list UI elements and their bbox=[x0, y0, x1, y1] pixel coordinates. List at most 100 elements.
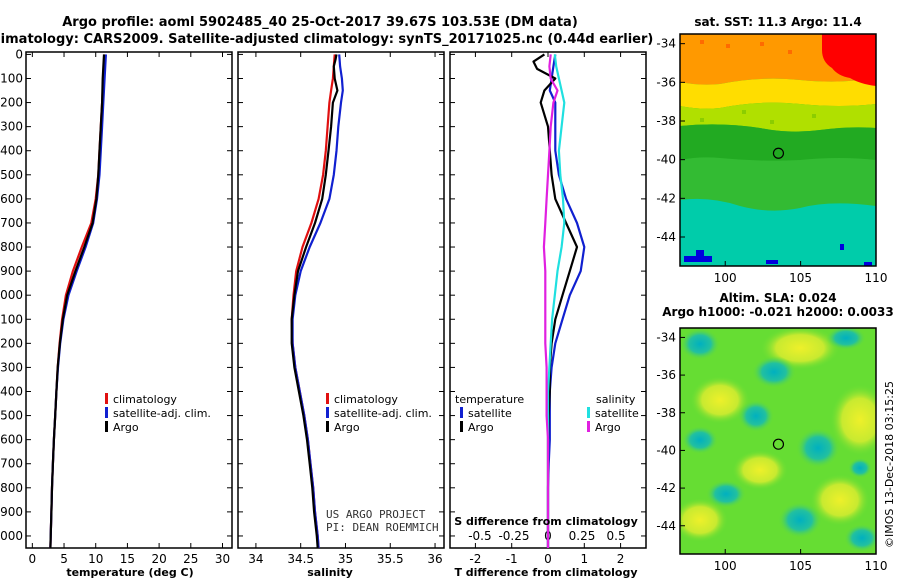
depth-tick-label: 0 bbox=[15, 47, 23, 61]
salinity-xlabel: salinity bbox=[307, 566, 353, 579]
legend-label-satellite: satellite-adj. clim. bbox=[113, 407, 211, 420]
legend-swatch-t-argo bbox=[460, 421, 463, 432]
depth-tick-label: 400 bbox=[0, 144, 23, 158]
sla-map-subtitle: Argo h1000: -0.021 h2000: 0.0033 bbox=[662, 305, 893, 319]
lon-tick-label: 105 bbox=[789, 559, 812, 573]
difference-depth-ticks bbox=[450, 53, 646, 537]
credit-pi: PI: DEAN ROEMMICH bbox=[326, 521, 439, 534]
legend-swatch-climatology bbox=[326, 393, 329, 404]
sst-map-frame bbox=[679, 33, 877, 267]
depth-tick-label: 1700 bbox=[0, 457, 23, 471]
x-tick-label: -1 bbox=[506, 552, 518, 566]
salinity-series bbox=[290, 54, 344, 548]
salinity-panel: 34 34.5 35 35.5 36 salinity climatology sate… bbox=[237, 51, 445, 579]
sla-yellow-highs bbox=[680, 328, 876, 542]
depth-tick-label: 100 bbox=[0, 71, 23, 85]
depth-tick-label: 1000 bbox=[0, 288, 23, 302]
lat-tick-label: -40 bbox=[656, 153, 676, 167]
legend-swatch-s-argo bbox=[587, 421, 590, 432]
x-tick-label: 1 bbox=[580, 552, 588, 566]
salinity-depth-ticks bbox=[238, 53, 444, 537]
lat-tick-label: -38 bbox=[656, 406, 676, 420]
sst-red-patch bbox=[822, 34, 876, 86]
depth-tick-label: 1100 bbox=[0, 312, 23, 326]
legend-label-s-argo: Argo bbox=[595, 421, 621, 434]
temperature-series bbox=[49, 54, 107, 548]
salinity-difference-ticks: -0.5 -0.25 0 0.25 0.5 bbox=[468, 529, 625, 543]
sla-map-frame bbox=[679, 327, 877, 555]
depth-tick-label: 300 bbox=[0, 120, 23, 134]
x-tick-label: -2 bbox=[469, 552, 481, 566]
lat-tick-label: -34 bbox=[656, 330, 676, 344]
sst-lon-ticks: 100 105 110 bbox=[714, 261, 888, 285]
difference-panel: -2 -1 0 1 2 -0.5 -0.25 0 0.25 0.5 T difference f… bbox=[449, 51, 647, 579]
x-tick-label: 30 bbox=[215, 552, 230, 566]
lon-tick-label: 110 bbox=[865, 559, 888, 573]
salinity-legend: climatology satellite-adj. clim. Argo bbox=[326, 393, 432, 434]
sla-map-panel: Altim. SLA: 0.024 Argo h1000: -0.021 h20… bbox=[656, 291, 893, 573]
x-tick-label: 36 bbox=[427, 552, 442, 566]
legend-label-t-satellite: satellite bbox=[468, 407, 512, 420]
temperature-panel: 0100200300400500600700800900100011001200… bbox=[0, 47, 233, 579]
temperature-legend: climatology satellite-adj. clim. Argo bbox=[105, 393, 211, 434]
sla-lon-ticks: 100 105 110 bbox=[714, 549, 888, 573]
sst-green-band bbox=[680, 124, 876, 161]
lat-tick-label: -42 bbox=[656, 191, 676, 205]
depth-tick-label: 700 bbox=[0, 216, 23, 230]
lat-tick-label: -44 bbox=[656, 519, 676, 533]
depth-tick-label: 1500 bbox=[0, 409, 23, 423]
lon-tick-label: 110 bbox=[865, 271, 888, 285]
difference-xlabel-top: S difference from climatology bbox=[454, 515, 638, 528]
x-tick-label: 0 bbox=[544, 552, 552, 566]
difference-legend: temperature satellite Argo salinity sate… bbox=[455, 393, 639, 434]
figure-title-line1: Argo profile: aoml 5902485_40 25-Oct-201… bbox=[62, 15, 578, 30]
sla-profile-marker bbox=[772, 438, 785, 450]
legend-swatch-t-satellite bbox=[460, 407, 463, 418]
difference-xlabel: T difference from climatology bbox=[454, 566, 637, 579]
temperature-depth-ticks: 0 100 200 300 400 500 600 700 800 900 1000 1100 1200… bbox=[0, 47, 232, 543]
salinity-axes-frame bbox=[237, 51, 445, 549]
lat-tick-label: -44 bbox=[656, 230, 676, 244]
legend-label-satellite: satellite-adj. clim. bbox=[334, 407, 432, 420]
sla-map-title: Altim. SLA: 0.024 bbox=[719, 291, 836, 305]
legend-label-t-argo: Argo bbox=[468, 421, 494, 434]
x-tick-label: 25 bbox=[183, 552, 198, 566]
x-tick-label: 35 bbox=[338, 552, 353, 566]
legend-label-climatology: climatology bbox=[113, 393, 177, 406]
x-tick-label: 20 bbox=[151, 552, 166, 566]
sla-lat-ticks: -34 -36 -38 -40 -42 -44 bbox=[656, 330, 685, 533]
lat-tick-label: -38 bbox=[656, 114, 676, 128]
depth-tick-label: 600 bbox=[0, 192, 23, 206]
legend-label-s-satellite: satellite bbox=[595, 407, 639, 420]
x-tick-label: 34.5 bbox=[287, 552, 314, 566]
difference-x-ticks: -2 -1 0 1 2 bbox=[469, 52, 624, 566]
lat-tick-label: -36 bbox=[656, 75, 676, 89]
figure-title-line2: Climatology: CARS2009. Satellite-adjuste… bbox=[0, 32, 653, 47]
depth-tick-label: 1900 bbox=[0, 505, 23, 519]
legend-swatch-argo bbox=[105, 421, 108, 432]
legend-label-argo: Argo bbox=[113, 421, 139, 434]
difference-series bbox=[532, 53, 586, 548]
x-tick-label: 10 bbox=[88, 552, 103, 566]
legend-swatch-satellite bbox=[326, 407, 329, 418]
sst-ygreen-band bbox=[680, 102, 876, 132]
temperature-xlabel: temperature (deg C) bbox=[66, 566, 193, 579]
lon-tick-label: 100 bbox=[714, 271, 737, 285]
sst-map-field bbox=[680, 34, 876, 266]
imos-timestamp: ©IMOS 13-Dec-2018 03:15:25 bbox=[883, 381, 896, 548]
series-line-argo bbox=[290, 54, 339, 548]
s-diff-tick-label: 0.25 bbox=[569, 529, 596, 543]
legend-swatch-climatology bbox=[105, 393, 108, 404]
depth-tick-label: 500 bbox=[0, 168, 23, 182]
s-diff-tick-label: 0.5 bbox=[607, 529, 626, 543]
x-tick-label: 0 bbox=[29, 552, 37, 566]
legend-temperature-title: temperature bbox=[455, 393, 524, 406]
sst-map-panel: sat. SST: 11.3 Argo: 11.4 bbox=[656, 15, 887, 285]
sla-teal-lows bbox=[680, 328, 876, 552]
lat-tick-label: -40 bbox=[656, 443, 676, 457]
credit-project: US ARGO PROJECT bbox=[326, 508, 426, 521]
x-tick-label: 5 bbox=[60, 552, 68, 566]
lat-tick-label: -42 bbox=[656, 481, 676, 495]
depth-tick-label: 1400 bbox=[0, 384, 23, 398]
